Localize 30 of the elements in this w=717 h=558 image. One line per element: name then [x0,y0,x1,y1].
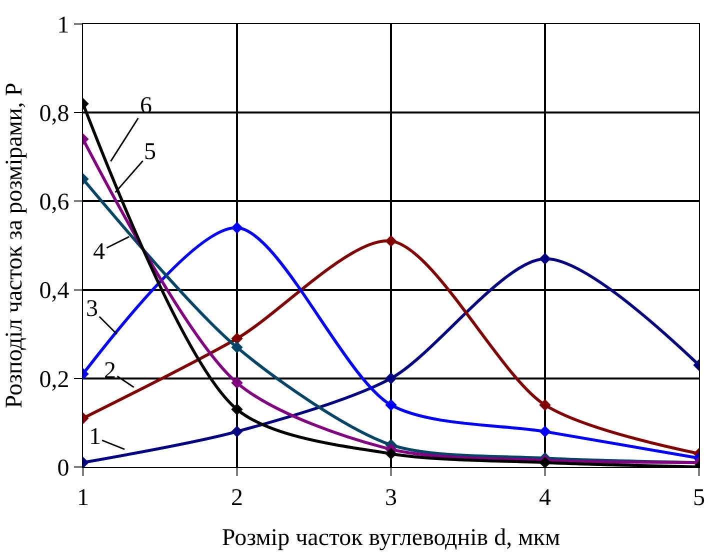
point [385,448,397,460]
point [231,404,243,416]
y-tick-label: 0 [57,455,70,482]
point [231,376,243,389]
point [385,399,397,411]
point [539,426,551,438]
point [539,252,551,265]
point [385,235,397,247]
point [231,342,243,354]
point [231,332,243,344]
y-axis-title: Розподіл часток за розмірами, P [1,82,28,408]
annotation: 5 [144,139,156,165]
x-tick-label: 5 [693,484,705,511]
y-tick-label: 0,4 [39,278,70,304]
x-tick-label: 4 [539,484,551,511]
point [385,372,397,384]
x-tick-label: 1 [77,484,89,511]
y-tick-label: 1 [57,12,70,38]
annotation: 3 [86,296,98,322]
annotation: 1 [89,424,101,450]
annotation: 4 [93,239,105,265]
y-tick-label: 0,2 [39,366,70,393]
point [231,426,243,438]
x-tick-label: 3 [385,484,397,511]
y-tick-label: 0,8 [39,101,70,127]
x-tick-label: 2 [231,484,243,511]
point [231,222,243,234]
y-tick-label: 0,6 [39,190,70,216]
point [539,399,551,411]
x-axis-title: Розмір часток вуглеводнів d, мкм [222,525,560,552]
